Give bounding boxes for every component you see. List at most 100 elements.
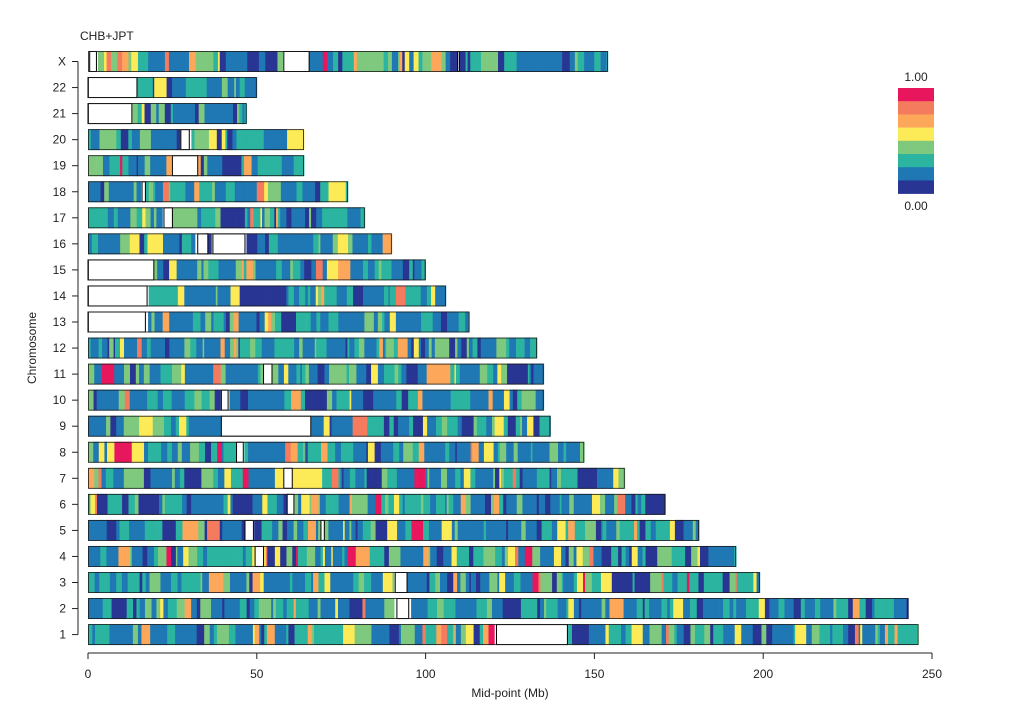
- recombination-stripe: [121, 572, 125, 593]
- recombination-stripe: [388, 285, 391, 307]
- recombination-stripe: [388, 493, 393, 515]
- recombination-stripe: [215, 207, 219, 229]
- recombination-stripe: [384, 311, 391, 333]
- recombination-stripe: [142, 545, 148, 567]
- recombination-stripe: [96, 493, 103, 515]
- chromosome-row-5: [88, 519, 700, 541]
- recombination-stripe: [120, 155, 123, 177]
- recombination-stripe: [244, 441, 249, 463]
- recombination-stripe: [409, 415, 414, 437]
- recombination-stripe: [423, 493, 431, 515]
- x-tick-label: 250: [922, 667, 942, 681]
- recombination-stripe: [359, 233, 362, 255]
- recombination-stripe: [122, 51, 129, 72]
- recombination-stripe: [123, 545, 131, 567]
- recombination-stripe: [382, 572, 388, 593]
- recombination-stripe: [103, 207, 109, 229]
- recombination-stripe: [483, 624, 489, 646]
- recombination-stripe: [722, 545, 729, 567]
- recombination-stripe: [356, 51, 361, 72]
- recombination-stripe: [481, 467, 486, 489]
- chromosome-outline: [88, 572, 760, 593]
- recombination-stripe: [727, 624, 733, 646]
- recombination-stripe: [122, 624, 129, 646]
- chromosome-outline: [88, 129, 304, 151]
- recombination-stripe: [267, 181, 275, 203]
- recombination-stripe: [317, 363, 321, 385]
- recombination-stripe: [109, 572, 114, 593]
- recombination-stripe: [506, 519, 509, 541]
- recombination-stripe: [238, 311, 243, 333]
- recombination-stripe: [475, 467, 483, 489]
- recombination-stripe: [865, 598, 873, 620]
- recombination-stripe: [697, 545, 701, 567]
- recombination-stripe: [325, 51, 328, 72]
- recombination-stripe: [188, 572, 192, 593]
- recombination-stripe: [386, 545, 390, 567]
- recombination-stripe: [417, 363, 424, 385]
- recombination-stripe: [706, 598, 711, 620]
- recombination-stripe: [293, 519, 298, 541]
- recombination-stripe: [410, 285, 418, 307]
- recombination-stripe: [536, 363, 541, 385]
- recombination-stripe: [225, 572, 231, 593]
- recombination-stripe: [860, 624, 863, 646]
- recombination-stripe: [352, 233, 355, 255]
- recombination-stripe: [854, 624, 860, 646]
- recombination-stripe: [644, 624, 650, 646]
- recombination-stripe: [155, 155, 160, 177]
- recombination-stripe: [262, 181, 265, 203]
- recombination-stripe: [138, 207, 143, 229]
- recombination-stripe: [292, 624, 295, 646]
- recombination-stripe: [479, 363, 483, 385]
- recombination-stripe: [470, 493, 473, 515]
- recombination-stripe: [384, 337, 387, 359]
- recombination-stripe: [473, 415, 478, 437]
- recombination-stripe: [183, 545, 189, 567]
- recombination-stripe: [420, 285, 428, 307]
- recombination-stripe: [141, 519, 146, 541]
- recombination-stripe: [175, 415, 180, 437]
- recombination-stripe: [486, 467, 494, 489]
- recombination-stripe: [133, 572, 140, 593]
- recombination-stripe: [314, 259, 317, 281]
- recombination-stripe: [228, 259, 233, 281]
- recombination-stripe: [809, 598, 813, 620]
- recombination-stripe: [586, 545, 590, 567]
- recombination-stripe: [191, 77, 195, 99]
- recombination-stripe: [742, 572, 749, 593]
- recombination-stripe: [167, 598, 172, 620]
- recombination-stripe: [427, 415, 434, 437]
- recombination-stripe: [107, 207, 115, 229]
- recombination-stripe: [642, 598, 645, 620]
- recombination-stripe: [448, 493, 454, 515]
- recombination-stripe: [594, 51, 599, 72]
- recombination-stripe: [312, 545, 316, 567]
- recombination-stripe: [133, 598, 137, 620]
- y-tick-label: 10: [53, 393, 67, 407]
- chromosome-outline: [88, 51, 608, 72]
- recombination-stripe: [112, 441, 115, 463]
- recombination-stripe: [563, 493, 566, 515]
- recombination-stripe: [300, 624, 304, 646]
- recombination-stripe: [237, 207, 240, 229]
- recombination-stripe: [270, 572, 275, 593]
- recombination-stripe: [305, 572, 312, 593]
- recombination-stripe: [486, 598, 493, 620]
- recombination-stripe: [228, 624, 236, 646]
- recombination-stripe: [322, 545, 326, 567]
- recombination-stripe: [256, 181, 263, 203]
- recombination-stripe: [309, 259, 312, 281]
- recombination-stripe: [88, 545, 94, 567]
- recombination-stripe: [285, 259, 291, 281]
- recombination-stripe: [499, 493, 504, 515]
- recombination-stripe: [129, 519, 132, 541]
- recombination-stripe: [502, 598, 509, 620]
- recombination-stripe: [381, 493, 386, 515]
- recombination-stripe: [255, 389, 260, 411]
- recombination-stripe: [342, 545, 345, 567]
- recombination-stripe: [218, 259, 225, 281]
- recombination-stripe: [413, 415, 416, 437]
- recombination-stripe: [200, 598, 208, 620]
